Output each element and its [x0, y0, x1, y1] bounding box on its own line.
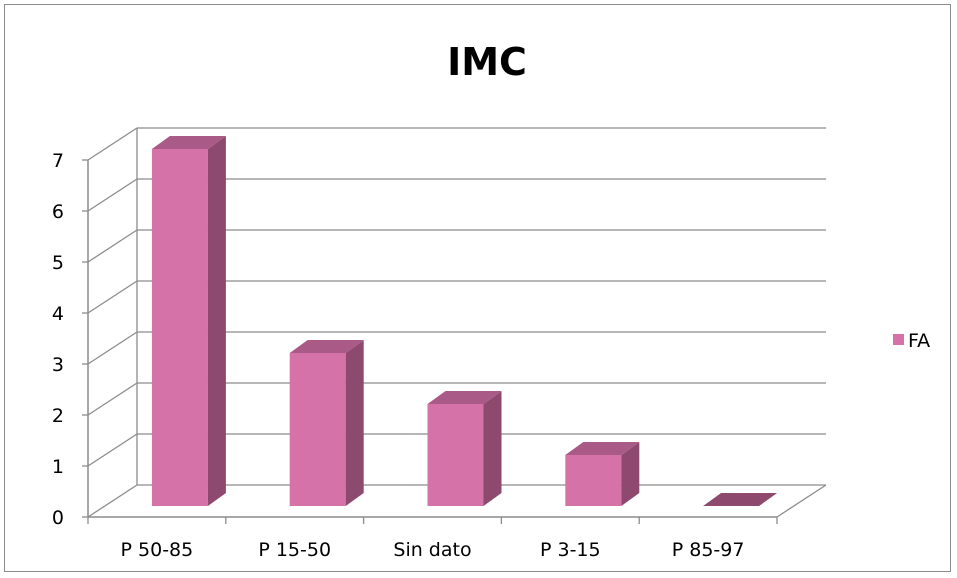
y-tick-label: 2: [52, 405, 64, 427]
bar-top: [703, 493, 778, 506]
bar-top: [565, 442, 640, 455]
bar-front: [151, 149, 208, 506]
y-tick-label: 6: [52, 201, 64, 223]
bar-side: [483, 391, 502, 506]
x-tick-label: P 85-97: [672, 539, 745, 561]
chart-title: IMC: [447, 40, 527, 84]
gridline-diag: [87, 280, 138, 314]
gridline-diag: [87, 178, 138, 212]
gridline-diag: [87, 433, 138, 467]
x-tick-label: P 3-15: [540, 539, 601, 561]
y-tick-label: 3: [52, 354, 64, 376]
x-tick-label: Sin dato: [393, 539, 471, 561]
gridline-diag: [87, 331, 138, 365]
y-tick-label: 1: [52, 456, 64, 478]
bar-layer: [151, 136, 778, 507]
y-tick-label: 7: [52, 150, 64, 172]
y-tick-label: 4: [52, 303, 64, 325]
legend-swatch-fa: [893, 334, 904, 345]
bar-front: [427, 404, 484, 506]
bar-side: [345, 340, 364, 506]
bar-front: [565, 455, 622, 506]
bar-top: [289, 340, 364, 353]
bar-top: [151, 136, 226, 149]
legend-label-fa: FA: [908, 330, 930, 352]
legend: FA: [893, 330, 930, 352]
floor-right-edge: [776, 484, 827, 518]
grid-layer: [87, 127, 827, 518]
x-tick-label: P 15-50: [258, 539, 331, 561]
gridline-diag: [87, 127, 138, 161]
gridline-diag: [87, 484, 138, 518]
bar-side: [621, 442, 640, 506]
y-tick-label: 5: [52, 252, 64, 274]
gridline-diag: [87, 382, 138, 416]
bar-front: [289, 353, 346, 506]
bar-top: [427, 391, 502, 404]
label-layer: 0 1 2 3 4 5 6 7 P 50-85 P 15-50 Sin dato P 3-15 P 85…: [52, 150, 745, 561]
axis-layer: [82, 159, 778, 524]
bar-side: [207, 136, 226, 507]
gridline-diag: [87, 229, 138, 263]
y-tick-label: 0: [52, 507, 64, 529]
x-tick-label: P 50-85: [121, 539, 194, 561]
